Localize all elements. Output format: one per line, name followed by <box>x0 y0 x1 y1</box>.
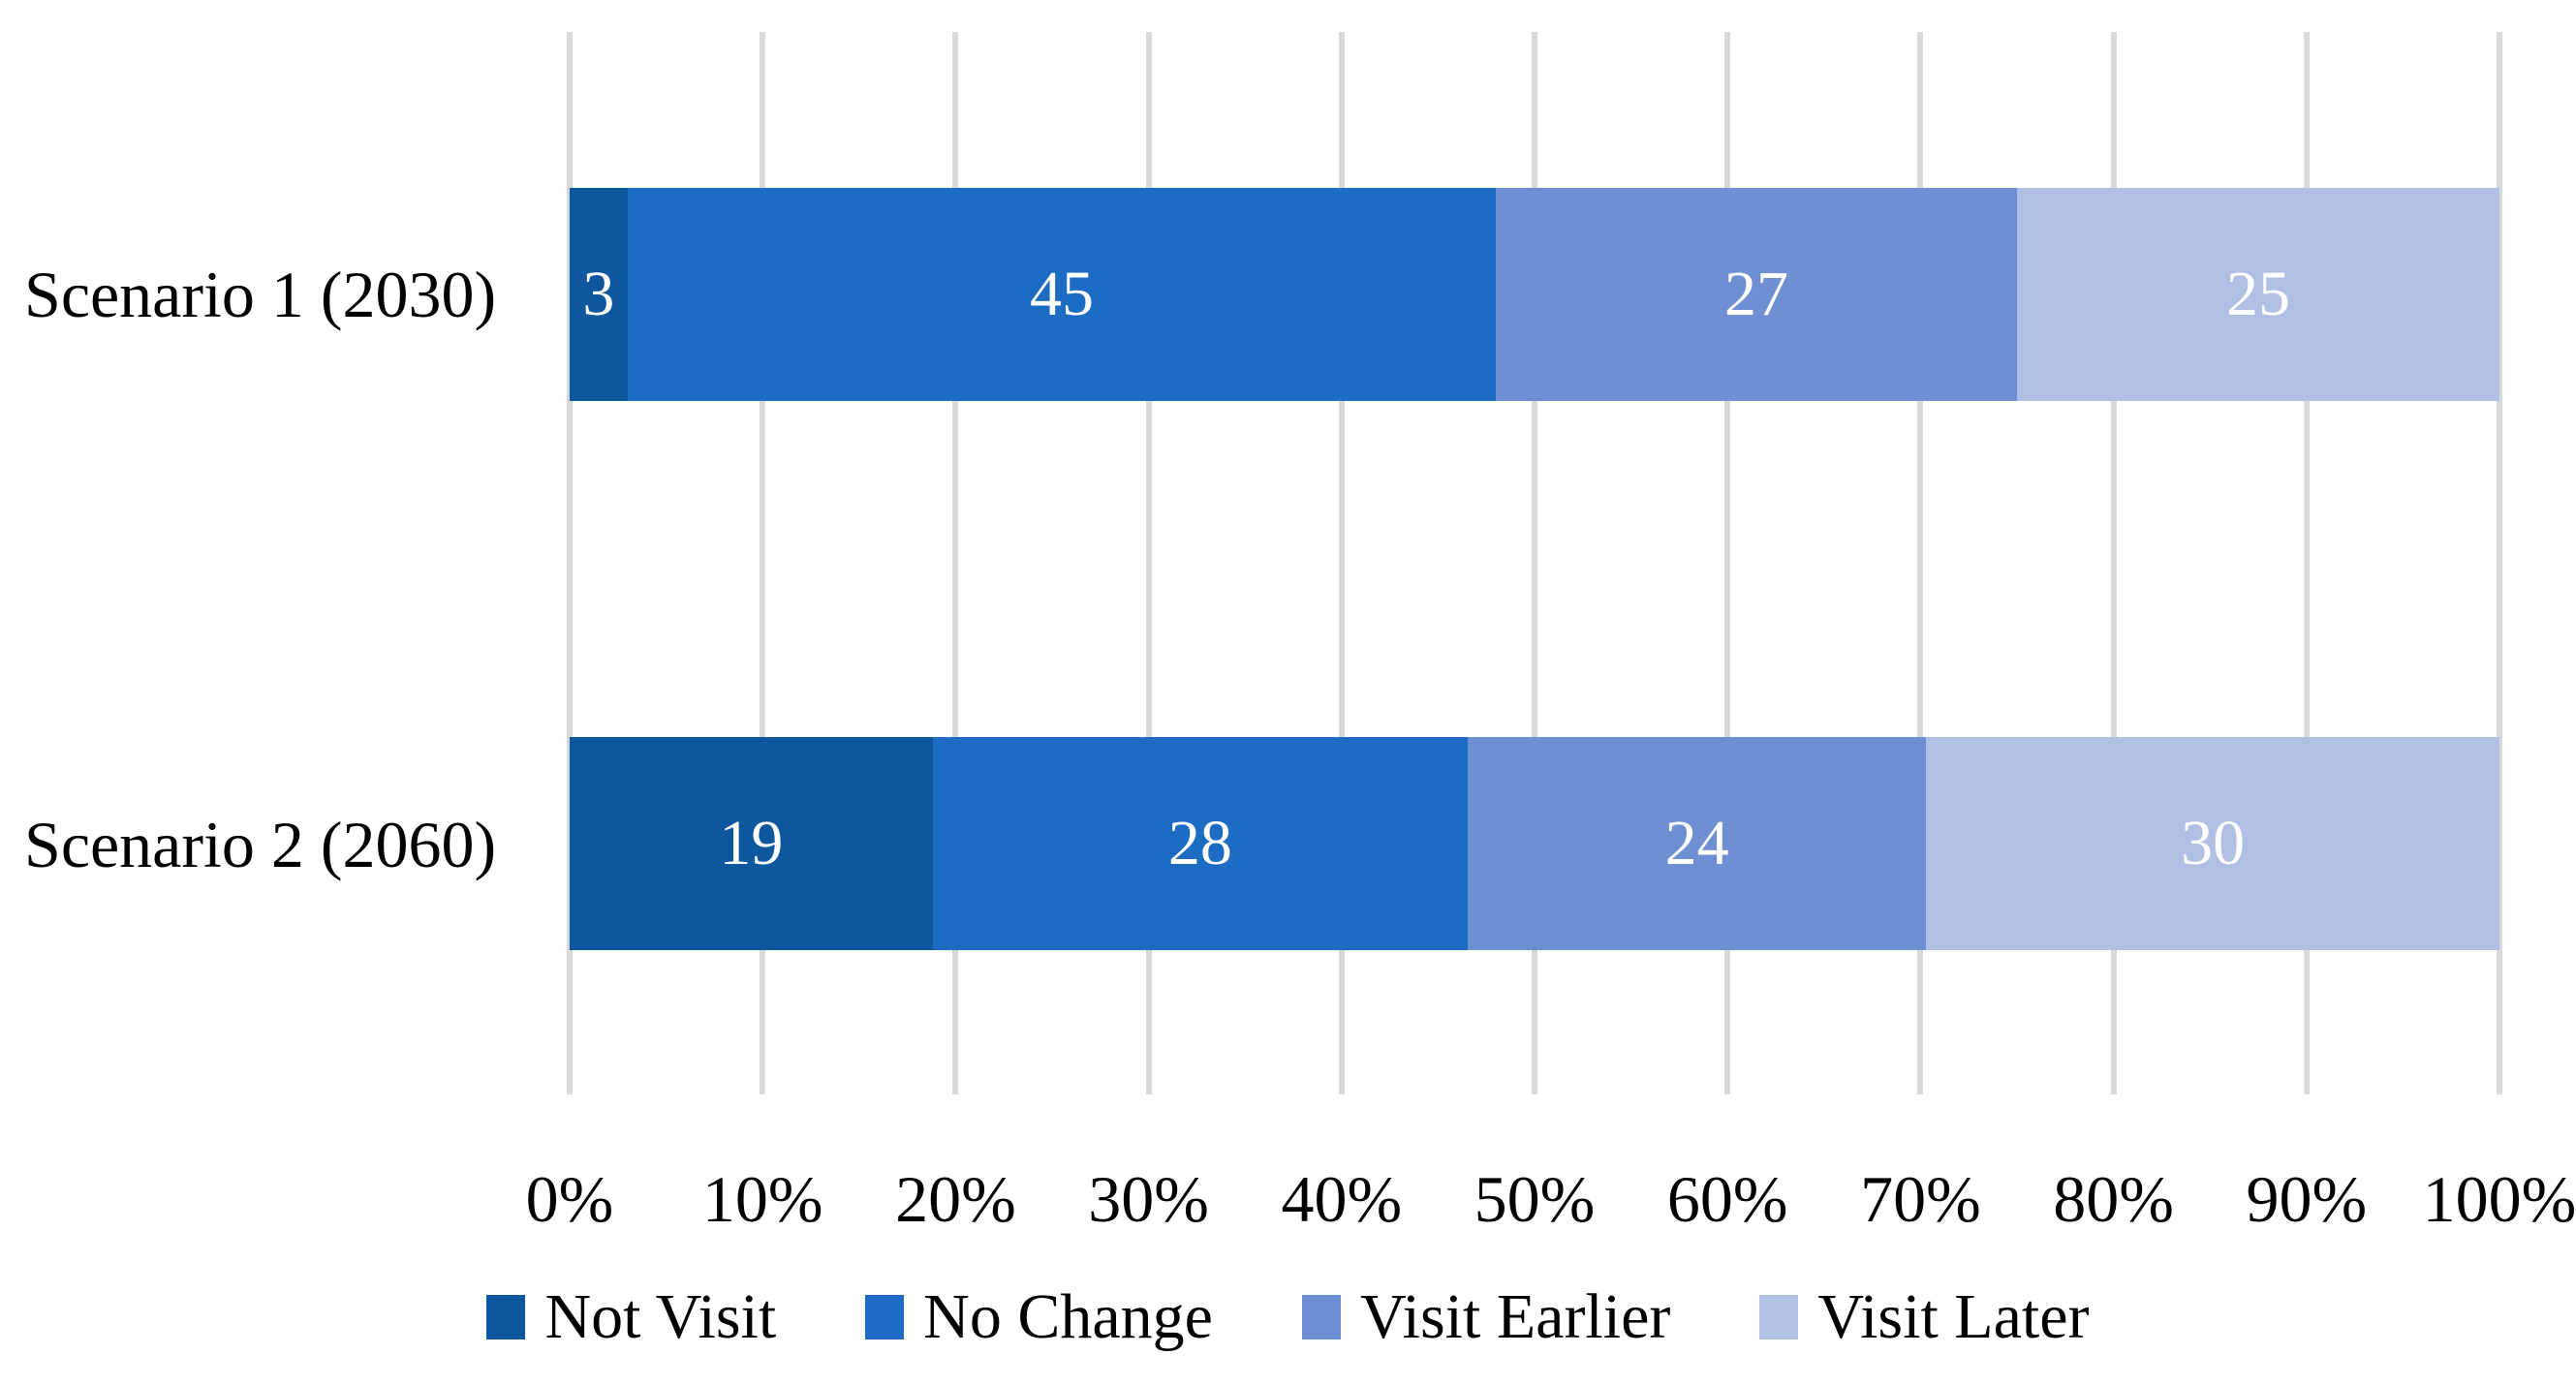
plot-area: 3 45 27 25 19 28 24 30 <box>567 32 2502 1094</box>
segment-value-label: 28 <box>1167 808 1232 878</box>
gridline-90% <box>2303 32 2310 1094</box>
legend-item-visit-earlier: Visit Earlier <box>1301 1280 1671 1354</box>
gridline-40% <box>1338 32 1345 1094</box>
x-tick-label-30%: 30% <box>1088 1162 1209 1236</box>
gridline-10% <box>760 32 766 1094</box>
x-tick-label-100%: 100% <box>2422 1162 2576 1236</box>
legend-swatch-icon <box>1759 1295 1799 1339</box>
gridline-0% <box>567 32 573 1094</box>
bar-segment-visit-later: 30 <box>1926 737 2500 950</box>
segment-value-label: 30 <box>2181 808 2246 878</box>
x-tick-label-90%: 90% <box>2246 1162 2368 1236</box>
legend-swatch-icon <box>865 1295 905 1339</box>
x-tick-label-40%: 40% <box>1281 1162 1403 1236</box>
bar-segment-not-visit: 19 <box>570 737 933 950</box>
gridline-100% <box>2497 32 2502 1094</box>
legend-label: No Change <box>923 1281 1213 1352</box>
x-tick-label-20%: 20% <box>895 1162 1016 1236</box>
gridline-30% <box>1145 32 1152 1094</box>
bar-segment-no-change: 28 <box>932 737 1468 950</box>
segment-value-label: 24 <box>1664 808 1729 878</box>
legend-label: Visit Earlier <box>1359 1281 1671 1352</box>
segment-value-label: 27 <box>1724 259 1789 329</box>
segment-value-label: 25 <box>2225 259 2290 329</box>
bar-segment-no-change: 45 <box>627 188 1497 401</box>
gridline-50% <box>1532 32 1537 1094</box>
x-tick-label-80%: 80% <box>2053 1162 2174 1236</box>
x-tick-label-50%: 50% <box>1474 1162 1596 1236</box>
segment-value-label: 19 <box>719 808 784 878</box>
bar-segment-not-visit: 3 <box>570 188 628 401</box>
category-label-1: Scenario 1 (2030) <box>24 258 497 331</box>
bar-segment-visit-later: 25 <box>2016 188 2499 401</box>
legend-item-visit-later: Visit Later <box>1759 1280 2090 1354</box>
bar-row-2: 19 28 24 30 <box>570 737 2500 950</box>
gridline-60% <box>1724 32 1731 1094</box>
category-label-2: Scenario 2 (2060) <box>24 808 497 881</box>
legend-swatch-icon <box>486 1295 526 1339</box>
legend-swatch-icon <box>1301 1295 1341 1339</box>
gridline-70% <box>1917 32 1924 1094</box>
legend-label: Visit Later <box>1817 1281 2090 1352</box>
bar-row-1: 3 45 27 25 <box>570 188 2499 401</box>
x-tick-label-10%: 10% <box>701 1162 823 1236</box>
bar-segment-visit-earlier: 27 <box>1496 188 2017 401</box>
bar-segment-visit-earlier: 24 <box>1467 737 1927 950</box>
x-tick-label-0%: 0% <box>525 1162 614 1236</box>
gridline-80% <box>2110 32 2117 1094</box>
legend-label: Not Visit <box>544 1281 777 1352</box>
segment-value-label: 3 <box>582 259 615 329</box>
legend-item-no-change: No Change <box>865 1280 1213 1354</box>
legend: Not Visit No Change Visit Earlier Visit Lat… <box>0 1280 2576 1354</box>
segment-value-label: 45 <box>1029 259 1094 329</box>
gridline-20% <box>952 32 959 1094</box>
legend-item-not-visit: Not Visit <box>486 1280 776 1354</box>
x-tick-label-60%: 60% <box>1666 1162 1788 1236</box>
x-tick-label-70%: 70% <box>1860 1162 1981 1236</box>
